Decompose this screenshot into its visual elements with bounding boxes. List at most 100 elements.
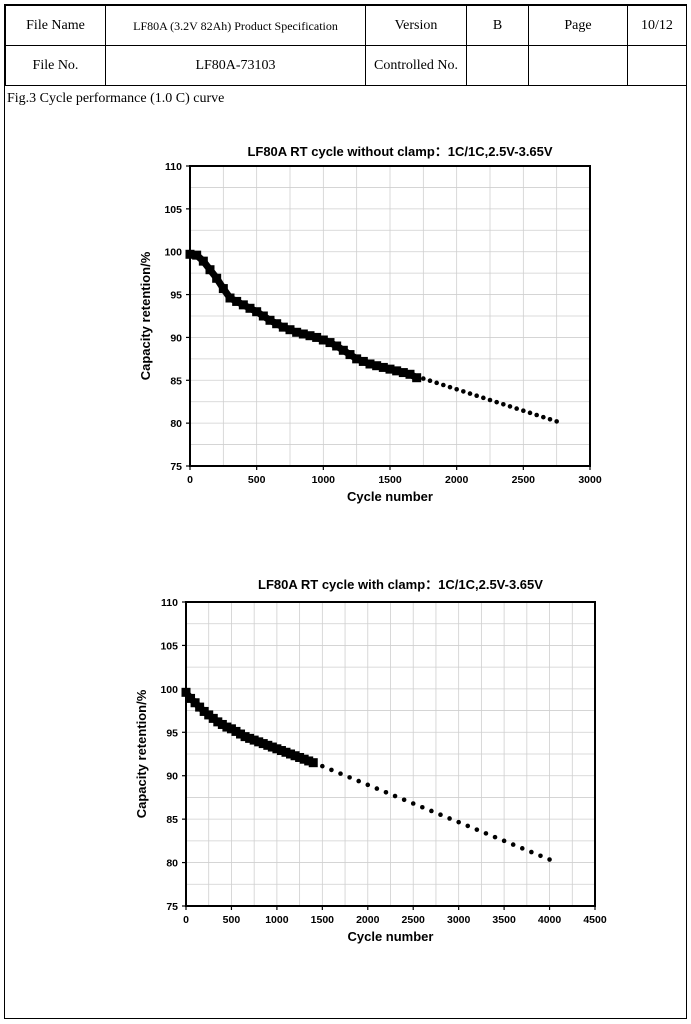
chart-title: LF80A RT cycle without clamp：1C/1C,2.5V-…: [247, 144, 552, 159]
data-point-extrapolated: [456, 819, 461, 825]
x-tick-label: 500: [248, 474, 266, 486]
x-tick-label: 3000: [447, 914, 471, 926]
data-point-measured: [285, 325, 295, 335]
y-tick-label: 105: [164, 204, 182, 216]
x-tick-label: 3500: [492, 914, 516, 926]
y-tick-label: 80: [170, 418, 182, 430]
data-point-extrapolated: [320, 763, 325, 769]
data-point-extrapolated: [538, 853, 543, 859]
plot-frame: [185, 601, 596, 907]
data-point-measured: [226, 724, 236, 734]
spec-page: File Name LF80A (3.2V 82Ah) Product Spec…: [4, 4, 687, 1019]
x-tick-label: 2500: [512, 474, 536, 486]
data-point-extrapolated: [481, 395, 486, 401]
data-point-measured: [365, 359, 375, 369]
data-point-measured: [412, 373, 422, 383]
data-point-extrapolated: [501, 838, 507, 844]
data-point-extrapolated: [401, 797, 407, 803]
data-point-measured: [263, 740, 273, 750]
data-point-measured: [245, 733, 255, 743]
y-tick-label: 85: [166, 814, 178, 826]
data-point-extrapolated: [514, 406, 519, 411]
data-point-measured: [352, 354, 362, 364]
data-point-extrapolated: [329, 767, 334, 773]
data-point-measured: [304, 756, 314, 766]
data-point-measured: [198, 256, 208, 266]
data-point-measured: [299, 754, 309, 764]
data-point-extrapolated: [474, 393, 479, 399]
data-point-measured: [232, 296, 242, 306]
data-point-measured: [236, 729, 246, 739]
data-point-measured: [267, 742, 277, 752]
y-tick-label: 80: [166, 858, 178, 870]
data-point-extrapolated: [529, 849, 534, 855]
data-point-measured: [272, 319, 282, 329]
data-point-measured: [385, 364, 395, 374]
data-point-extrapolated: [338, 771, 343, 776]
data-point-extrapolated: [521, 408, 526, 414]
data-point-extrapolated: [438, 812, 443, 818]
data-point-extrapolated: [507, 404, 513, 409]
data-point-extrapolated: [494, 399, 499, 405]
data-point-measured: [204, 710, 214, 720]
data-point-extrapolated: [461, 389, 466, 394]
data-point-measured: [318, 335, 328, 345]
data-point-extrapolated: [434, 380, 439, 386]
data-point-measured: [278, 322, 288, 332]
data-point-extrapolated: [501, 401, 506, 407]
data-point-measured: [290, 751, 300, 761]
data-point-measured: [398, 368, 408, 378]
chart-1: 0 500 1000 1500 2000 2500 3000 75 80 85 90 95 100 105…: [138, 144, 602, 504]
data-point-extrapolated: [374, 786, 380, 791]
x-tick-label: 3000: [578, 474, 602, 486]
data-point-extrapolated: [527, 410, 533, 416]
data-point-measured: [199, 706, 209, 716]
data-point-measured: [358, 356, 368, 366]
y-tick-label: 90: [170, 332, 182, 344]
data-point-extrapolated: [554, 419, 559, 424]
data-point-extrapolated: [356, 778, 361, 784]
data-point-measured: [231, 726, 241, 736]
x-tick-label: 0: [183, 914, 189, 926]
data-point-extrapolated: [541, 414, 546, 420]
data-point-extrapolated: [510, 842, 516, 847]
data-point-measured: [252, 307, 262, 317]
data-point-measured: [238, 300, 248, 310]
data-point-measured: [265, 315, 275, 325]
chart-2: 0 500 1000 1500 2000 2500 3000 3500 4000 4500 75 80…: [134, 577, 607, 944]
x-tick-label: 0: [187, 474, 193, 486]
data-point-extrapolated: [467, 391, 473, 396]
data-point-measured: [258, 739, 268, 749]
data-point-extrapolated: [454, 386, 459, 392]
data-point-measured: [212, 273, 222, 283]
data-point-extrapolated: [392, 793, 398, 799]
data-point-measured: [240, 732, 250, 742]
y-tick-label: 95: [170, 290, 182, 302]
page-value: 10/12: [627, 5, 687, 46]
y-tick-label: 85: [170, 375, 182, 387]
x-tick-label: 2000: [445, 474, 469, 486]
x-tick-label: 4500: [583, 914, 607, 926]
data-point-extrapolated: [441, 382, 446, 388]
data-point-measured: [258, 311, 268, 321]
data-point-measured: [245, 303, 255, 313]
controlled-no-value: [466, 45, 529, 86]
data-point-measured: [295, 752, 305, 762]
data-point-measured: [192, 250, 202, 260]
x-tick-label: 4000: [538, 914, 562, 926]
y-tick-label: 110: [161, 597, 178, 609]
data-point-extrapolated: [474, 827, 480, 832]
data-point-extrapolated: [421, 376, 426, 381]
y-tick-label: 105: [160, 640, 178, 652]
x-tick-label: 1500: [311, 914, 335, 926]
data-point-measured: [325, 338, 335, 348]
data-point-measured: [254, 737, 264, 747]
data-point-measured: [185, 249, 195, 259]
x-axis-label: Cycle number: [348, 929, 434, 944]
x-tick-label: 500: [223, 914, 241, 926]
data-point-measured: [392, 366, 402, 376]
data-point-measured: [305, 331, 315, 341]
y-axis-label: Capacity retention/%: [138, 251, 153, 380]
data-point-measured: [332, 341, 342, 351]
